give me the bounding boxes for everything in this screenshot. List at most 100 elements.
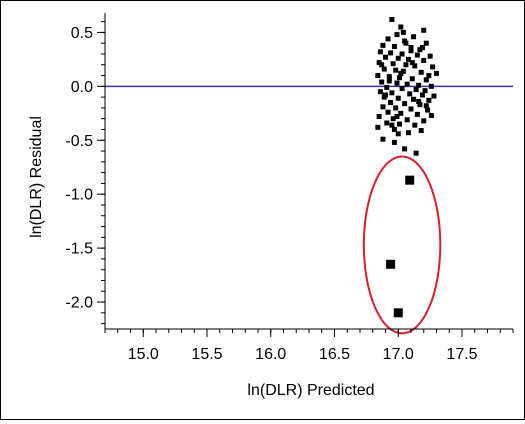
data-point [404, 117, 410, 123]
data-point [414, 52, 420, 58]
data-point [391, 139, 397, 145]
data-point [428, 83, 434, 89]
data-point [405, 56, 411, 62]
data-point [375, 73, 381, 79]
data-point [384, 84, 390, 90]
data-point [400, 29, 406, 35]
data-point [412, 122, 418, 128]
data-point [388, 100, 394, 106]
data-point [407, 91, 413, 97]
y-tick-label: -1.0 [65, 187, 93, 204]
data-point [417, 102, 423, 108]
data-point [393, 67, 399, 73]
data-point [427, 53, 433, 59]
data-point [397, 75, 403, 81]
data-point [417, 47, 423, 53]
data-point [403, 40, 409, 46]
data-point [418, 69, 424, 75]
data-point [383, 92, 388, 98]
data-point [408, 45, 414, 51]
data-point [376, 60, 382, 66]
x-tick-label: 17.0 [383, 346, 414, 363]
data-point [391, 126, 397, 132]
data-point [375, 124, 381, 130]
data-point [380, 136, 386, 142]
data-point [394, 80, 400, 86]
data-point [413, 150, 419, 156]
x-tick-label: 15.5 [191, 346, 222, 363]
data-point [390, 61, 396, 67]
data-point [428, 112, 434, 118]
y-tick-label: -0.5 [65, 133, 93, 150]
data-point [423, 103, 429, 109]
data-point [379, 62, 385, 68]
data-point [393, 105, 399, 111]
data-point [398, 110, 404, 116]
data-point [409, 60, 415, 66]
data-point [421, 27, 427, 33]
data-point [422, 88, 428, 94]
data-point [403, 62, 409, 68]
data-point [423, 77, 429, 83]
data-point [425, 107, 431, 113]
data-point [399, 85, 405, 91]
y-axis-title: ln(DLR) Residual [28, 116, 45, 238]
data-point [402, 101, 408, 107]
data-point [385, 36, 391, 42]
data-point [389, 90, 395, 96]
data-point [395, 95, 401, 101]
data-point [380, 104, 386, 110]
data-point [397, 121, 403, 127]
data-point [431, 93, 437, 99]
data-point [421, 118, 427, 124]
outlier-point [393, 308, 403, 318]
axes-layer: 0.5 0.0 -0.5 -1.0 -1.5 -2.0 15.0 15.5 16.0 16.5 17… [65, 13, 514, 363]
data-point [379, 79, 385, 85]
data-point [419, 45, 425, 51]
y-tick-label: -2.0 [65, 295, 93, 312]
data-point [386, 74, 392, 80]
data-point [416, 82, 422, 88]
data-point [394, 32, 400, 38]
data-point [421, 57, 427, 63]
data-point [409, 76, 415, 82]
data-point [385, 109, 391, 115]
data-point [434, 70, 439, 76]
data-point [389, 122, 395, 128]
data-point [426, 97, 432, 103]
x-axis-title: ln(DLR) Predicted [247, 382, 374, 399]
data-point [398, 70, 404, 76]
data-point [383, 54, 388, 60]
annotation-layer [362, 155, 442, 335]
data-point [390, 116, 396, 122]
data-point [418, 128, 424, 134]
y-tick-label: -1.5 [65, 241, 93, 258]
outlier-highlight-ellipse [362, 155, 442, 335]
data-point [381, 66, 387, 72]
data-point [394, 114, 400, 120]
data-point [404, 81, 410, 87]
data-point [411, 96, 417, 102]
data-point [400, 68, 406, 74]
x-tick-label: 16.5 [319, 346, 350, 363]
data-point [395, 55, 401, 61]
data-point [386, 78, 392, 84]
data-point [399, 51, 405, 57]
data-point [412, 63, 418, 69]
data-point [414, 111, 420, 117]
y-tick-label: 0.5 [71, 25, 93, 42]
data-point [408, 48, 414, 54]
points-layer [375, 16, 439, 318]
data-point [405, 130, 411, 136]
data-point [423, 40, 429, 46]
x-tick-label: 15.0 [128, 346, 159, 363]
data-point [388, 50, 394, 56]
data-point [376, 114, 382, 120]
data-point [395, 131, 401, 137]
data-point [380, 42, 386, 48]
data-point [408, 106, 414, 112]
x-tick-label: 16.0 [255, 346, 286, 363]
data-point [377, 49, 383, 55]
